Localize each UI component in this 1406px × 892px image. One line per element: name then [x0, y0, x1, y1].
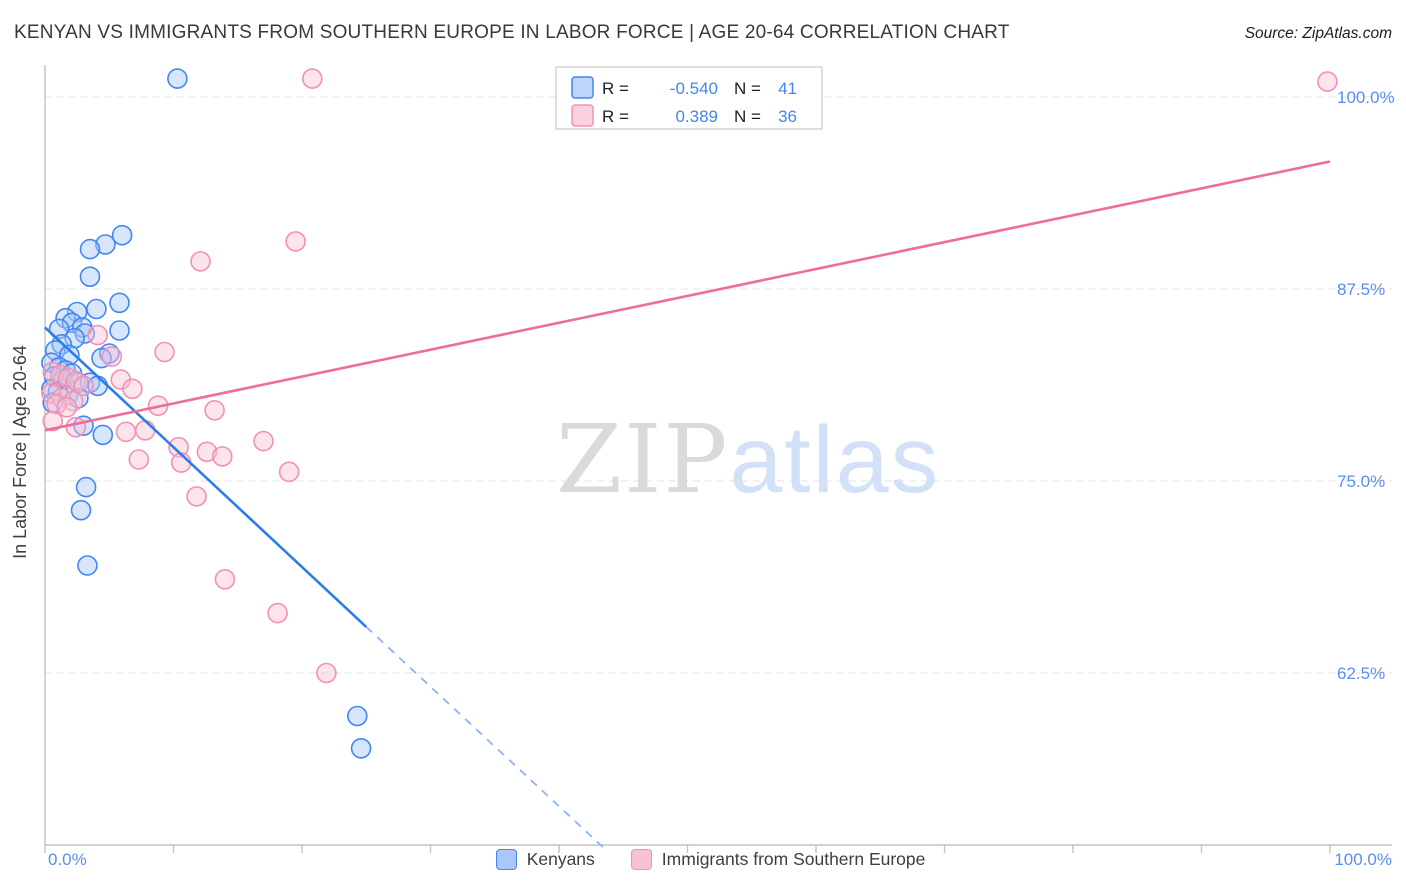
r-label-southern-europe: R = [602, 107, 629, 126]
scatter-point [79, 238, 101, 260]
x-tick-min: 0.0% [48, 849, 87, 869]
scatter-point [278, 461, 300, 483]
trend-line [44, 160, 1331, 432]
r-label-kenyans: R = [602, 79, 629, 98]
scatter-point [1317, 71, 1338, 92]
scatter-point [48, 318, 70, 340]
scatter-point [42, 410, 64, 432]
watermark: ZIPatlas [556, 405, 940, 515]
n-label-kenyans: N = [734, 79, 761, 98]
kenyans-legend-swatch [571, 76, 594, 99]
trend-line-extrapolated [365, 626, 605, 849]
chart-header: KENYAN VS IMMIGRANTS FROM SOUTHERN EUROP… [0, 0, 1406, 56]
y-tick-label: 62.5% [1337, 664, 1385, 683]
y-axis-label: In Labor Force | Age 20-64 [10, 345, 30, 559]
scatter-point [65, 416, 87, 438]
x-tick-max: 100.0% [1334, 849, 1392, 869]
southern-europe-legend-swatch [571, 104, 594, 127]
scatter-point [346, 705, 368, 727]
scatter-point [95, 234, 116, 255]
n-value-kenyans: 41 [778, 79, 797, 98]
scatter-point [87, 324, 108, 346]
trend-line [44, 326, 368, 628]
series-southern-europe [41, 68, 1338, 684]
scatter-point [92, 424, 114, 446]
grid-layer: 100.0% 87.5% 75.0% 62.5% [45, 88, 1395, 683]
scatter-point [101, 346, 123, 367]
source-label: Source: ZipAtlas.com [1244, 25, 1392, 42]
y-tick-label: 75.0% [1337, 472, 1385, 491]
scatter-point [301, 68, 323, 89]
scatter-point [134, 419, 156, 441]
scatter-point [115, 421, 137, 443]
scatter-point [91, 347, 112, 369]
n-value-southern-europe: 36 [778, 107, 797, 126]
n-label-southern-europe: N = [734, 107, 761, 126]
southern-europe-swatch [630, 849, 652, 870]
kenyans-swatch [495, 849, 517, 870]
x-axis-row: 0.0% Kenyans Immigrants from Southern Eu… [0, 849, 1406, 870]
chart-title: KENYAN VS IMMIGRANTS FROM SOUTHERN EUROP… [14, 22, 1010, 43]
scatter-point [154, 341, 175, 363]
legend-item-southern-europe: Immigrants from Southern Europe [630, 849, 926, 870]
watermark-zip: ZIP [556, 405, 729, 515]
scatter-point [316, 662, 337, 684]
scatter-point [70, 499, 92, 521]
scatter-point [167, 68, 188, 89]
scatter-point [214, 568, 236, 590]
scatter-point [109, 292, 130, 314]
scatter-point [168, 436, 189, 458]
r-value-kenyans: -0.540 [670, 79, 718, 98]
scatter-point [122, 378, 143, 400]
series-legend: Kenyans Immigrants from Southern Europe [495, 849, 926, 870]
legend-label-southern-europe: Immigrants from Southern Europe [661, 849, 926, 869]
scatter-point [285, 231, 306, 252]
scatter-point [267, 602, 288, 624]
y-tick-label: 100.0% [1337, 88, 1395, 107]
scatter-point [111, 224, 133, 246]
scatter-point [109, 320, 130, 341]
scatter-point [186, 486, 207, 507]
legend-item-kenyans: Kenyans [495, 849, 595, 870]
scatter-point [41, 383, 62, 404]
scatter-point [196, 441, 218, 463]
axis-layer [44, 65, 1392, 853]
scatter-point [75, 476, 97, 498]
points-layer [41, 68, 1338, 759]
scatter-point [66, 301, 88, 323]
legend-stats-frame [555, 66, 823, 130]
y-tick-label: 87.5% [1337, 280, 1385, 299]
scatter-point [77, 555, 98, 576]
trend-layer [44, 160, 1331, 849]
scatter-point [350, 737, 372, 759]
scatter-point [86, 298, 107, 320]
scatter-point [212, 446, 233, 467]
scatter-point [73, 375, 94, 397]
watermark-atlas: atlas [729, 407, 940, 513]
scatter-point [79, 266, 101, 288]
r-value-southern-europe: 0.389 [675, 107, 718, 126]
scatter-point [128, 449, 150, 470]
scatter-point [204, 399, 225, 421]
scatter-point [253, 430, 274, 452]
scatter-point [56, 396, 78, 418]
legend-stats-box: R = -0.540 N = 41 R = 0.389 N = 36 [555, 66, 823, 130]
scatter-point [190, 251, 211, 272]
legend-label-kenyans: Kenyans [526, 849, 595, 869]
